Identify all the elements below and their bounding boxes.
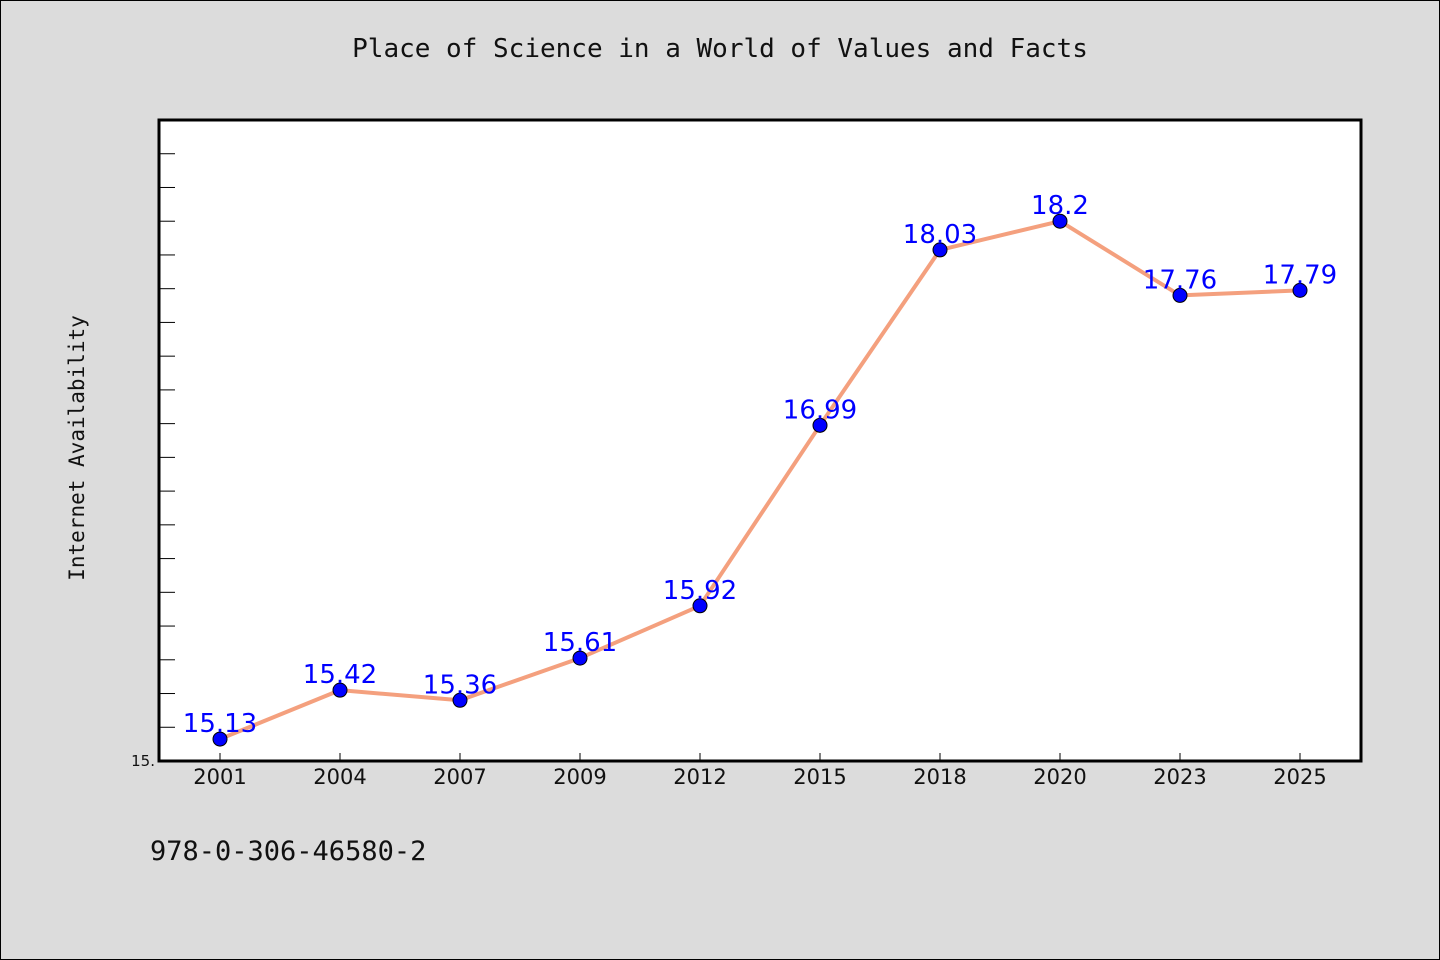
x-tick-label: 2018 [913, 765, 966, 789]
data-label: 17.76 [1143, 265, 1217, 295]
data-point [332, 682, 348, 698]
data-label: 15.61 [543, 628, 617, 658]
x-tick-label: 2012 [673, 765, 726, 789]
x-tick-label: 2023 [1153, 765, 1206, 789]
data-point [692, 598, 708, 614]
data-label: 18.2 [1031, 191, 1089, 221]
x-axis-ticks: 2001 2004 2007 2009 2012 2015 2018 2020 2023 2025 [193, 753, 1327, 789]
isbn-code: 978-0-306-46580-2 [150, 836, 427, 867]
data-point [212, 731, 228, 747]
series-group: 15.13 15.42 15.36 15.61 15.92 16.99 18.03 18.2 1… [183, 191, 1337, 747]
data-label: 16.99 [783, 395, 857, 425]
data-label: 15.42 [303, 660, 377, 690]
data-label: 15.36 [423, 670, 497, 700]
data-point [812, 417, 828, 433]
y-tick-label: 15. [131, 752, 155, 770]
data-label: 17.79 [1263, 260, 1337, 290]
x-tick-label: 2004 [313, 765, 366, 789]
x-tick-label: 2007 [433, 765, 486, 789]
chart-title: Place of Science in a World of Values an… [352, 34, 1088, 64]
x-tick-label: 2015 [793, 765, 846, 789]
x-tick-label: 2001 [193, 765, 246, 789]
data-point [1292, 282, 1308, 298]
series-line [219, 219, 1301, 741]
data-label: 18.03 [903, 220, 977, 250]
data-point [932, 242, 948, 258]
x-tick-label: 2009 [553, 765, 606, 789]
data-point [1052, 213, 1068, 229]
plot-area [157, 118, 1363, 763]
x-tick-label: 2025 [1273, 765, 1326, 789]
data-label: 15.92 [663, 576, 737, 606]
x-tick-label: 2020 [1033, 765, 1086, 789]
data-point [1172, 287, 1188, 303]
data-label: 15.13 [183, 709, 257, 739]
y-axis-ticks: 15. [131, 153, 175, 770]
data-point [452, 692, 468, 708]
data-point [572, 650, 588, 666]
